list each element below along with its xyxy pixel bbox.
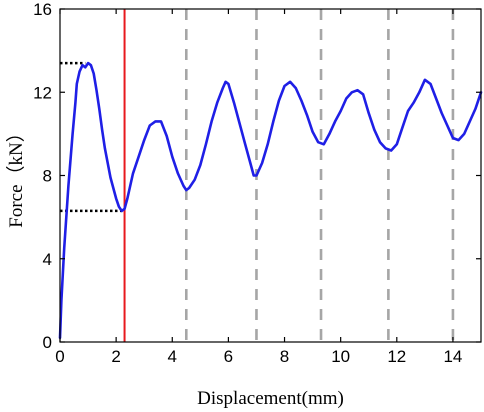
x-tick-label-2: 2 [111, 347, 120, 366]
x-tick-label-10: 10 [331, 347, 350, 366]
x-tick-label-14: 14 [443, 347, 462, 366]
y-tick-label-4: 4 [43, 250, 52, 269]
y-tick-label-16: 16 [33, 0, 52, 19]
force-curve-line [58, 61, 483, 340]
x-axis-label: Displacement(mm) [197, 388, 344, 409]
y-axis-label: Force（kN） [5, 123, 27, 227]
x-tick-label-4: 4 [168, 347, 177, 366]
y-tick-label-12: 12 [33, 83, 52, 102]
plot-frame [59, 8, 482, 343]
x-tick-label-8: 8 [280, 347, 289, 366]
x-tick-label-0: 0 [55, 347, 64, 366]
y-tick-label-8: 8 [43, 167, 52, 186]
y-tick-label-0: 0 [43, 333, 52, 352]
x-tick-label-12: 12 [387, 347, 406, 366]
ticks-group: 0 2 4 6 8 10 12 14 0 4 8 12 16 [33, 0, 481, 366]
axes-group [59, 8, 482, 343]
series-group [58, 61, 483, 340]
x-tick-label-6: 6 [224, 347, 233, 366]
